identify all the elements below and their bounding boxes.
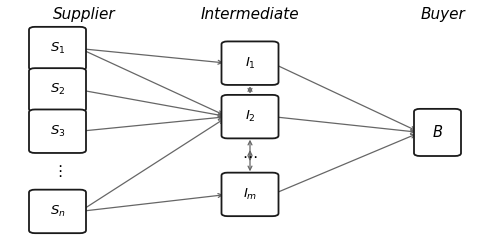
FancyBboxPatch shape <box>29 27 86 70</box>
Text: $S_n$: $S_n$ <box>50 204 66 219</box>
Text: $S_3$: $S_3$ <box>50 124 66 139</box>
Text: Buyer: Buyer <box>420 7 465 22</box>
Text: Supplier: Supplier <box>52 7 115 22</box>
Text: $\vdots$: $\vdots$ <box>52 163 62 179</box>
Text: $I_m$: $I_m$ <box>243 187 257 202</box>
Text: $\cdots$: $\cdots$ <box>242 148 258 163</box>
Text: $I_1$: $I_1$ <box>244 56 256 71</box>
FancyBboxPatch shape <box>222 173 278 216</box>
Text: $S_1$: $S_1$ <box>50 41 65 56</box>
FancyBboxPatch shape <box>414 109 461 156</box>
Text: Intermediate: Intermediate <box>200 7 300 22</box>
FancyBboxPatch shape <box>222 42 278 85</box>
Text: $I_2$: $I_2$ <box>244 109 256 124</box>
FancyBboxPatch shape <box>29 68 86 112</box>
FancyBboxPatch shape <box>29 109 86 153</box>
Text: $S_2$: $S_2$ <box>50 82 65 97</box>
FancyBboxPatch shape <box>29 190 86 233</box>
FancyBboxPatch shape <box>222 95 278 139</box>
Text: $B$: $B$ <box>432 124 443 140</box>
